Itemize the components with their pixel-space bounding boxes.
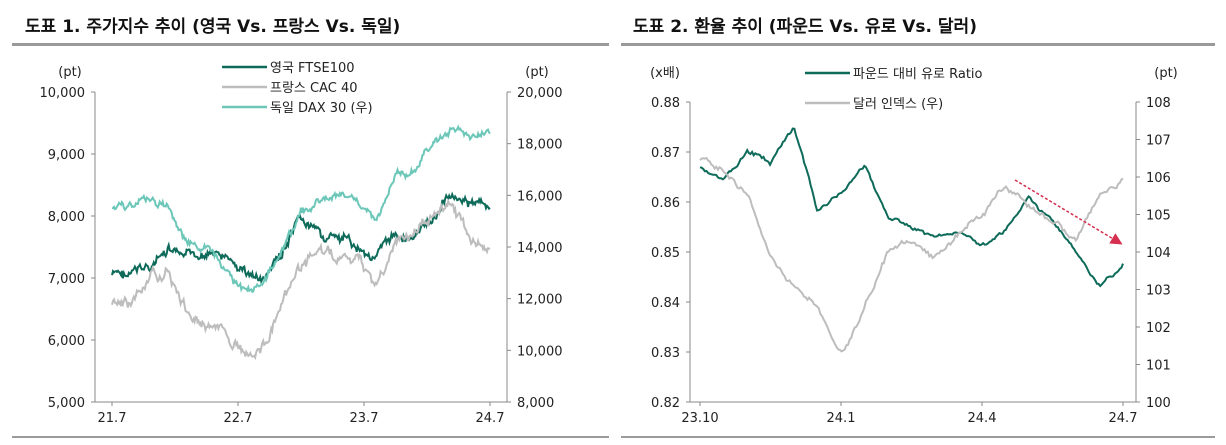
y-right-unit: (pt) [1154, 66, 1178, 81]
y-right-tick-label: 16,000 [517, 189, 563, 204]
y-right-tick-label: 107 [1146, 134, 1171, 149]
y-left-unit: (pt) [58, 65, 82, 80]
y-right-tick-label: 106 [1146, 171, 1171, 186]
x-tick-label: 24.7 [1109, 411, 1138, 426]
y-right-tick-label: 103 [1146, 284, 1171, 299]
y-left-tick-label: 8,000 [48, 210, 85, 225]
x-tick-label: 24.1 [827, 411, 856, 426]
y-left-tick-label: 0.86 [651, 196, 680, 211]
series-line [699, 127, 1124, 288]
legend-label: 파운드 대비 유로 Ratio [853, 67, 983, 82]
chart2-title: 도표 2. 환율 추이 (파운드 Vs. 유로 Vs. 달러) [633, 17, 977, 37]
y-right-tick-label: 102 [1146, 321, 1171, 336]
y-right-tick-label: 12,000 [517, 293, 563, 308]
y-left-tick-label: 0.85 [651, 246, 680, 261]
y-right-tick-label: 104 [1146, 246, 1171, 261]
y-left-tick-label: 0.87 [651, 146, 680, 161]
y-left-tick-label: 9,000 [48, 148, 85, 163]
y-right-tick-label: 100 [1146, 396, 1171, 411]
divider [621, 43, 1215, 46]
y-right-tick-label: 14,000 [517, 241, 563, 256]
y-left-tick-label: 0.82 [651, 396, 680, 411]
y-left-unit: (x배) [650, 66, 680, 81]
x-tick-label: 23.7 [350, 411, 379, 426]
legend-label: 달러 인덱스 (우) [853, 97, 943, 112]
series-line [111, 124, 491, 294]
legend-label: 영국 FTSE100 [270, 61, 355, 76]
y-left-tick-label: 0.83 [651, 346, 680, 361]
x-tick-label: 24.4 [968, 411, 997, 426]
series-line [699, 156, 1124, 353]
x-tick-label: 21.7 [98, 411, 127, 426]
x-tick-label: 23.10 [681, 411, 718, 426]
legend-label: 프랑스 CAC 40 [270, 81, 358, 96]
y-left-tick-label: 6,000 [48, 334, 85, 349]
y-right-tick-label: 101 [1146, 359, 1171, 374]
y-right-tick-label: 20,000 [517, 86, 563, 101]
y-right-tick-label: 8,000 [517, 396, 554, 411]
y-left-tick-label: 0.84 [651, 296, 680, 311]
legend-label: 독일 DAX 30 (우) [270, 101, 373, 116]
y-right-tick-label: 10,000 [517, 344, 563, 359]
y-left-tick-label: 7,000 [48, 272, 85, 287]
divider [12, 43, 609, 46]
y-right-tick-label: 18,000 [517, 138, 563, 153]
x-tick-label: 24.7 [476, 411, 505, 426]
series-line [111, 197, 491, 361]
x-tick-label: 22.7 [224, 411, 253, 426]
y-right-tick-label: 105 [1146, 209, 1171, 224]
y-right-tick-label: 108 [1146, 96, 1171, 111]
y-left-tick-label: 0.88 [651, 96, 680, 111]
trend-arrow [1014, 179, 1123, 245]
y-left-tick-label: 5,000 [48, 396, 85, 411]
divider [621, 436, 1215, 438]
y-right-unit: (pt) [525, 65, 549, 80]
chart1-title: 도표 1. 주가지수 추이 (영국 Vs. 프랑스 Vs. 독일) [25, 17, 401, 37]
y-left-tick-label: 10,000 [40, 86, 86, 101]
divider [12, 436, 609, 438]
